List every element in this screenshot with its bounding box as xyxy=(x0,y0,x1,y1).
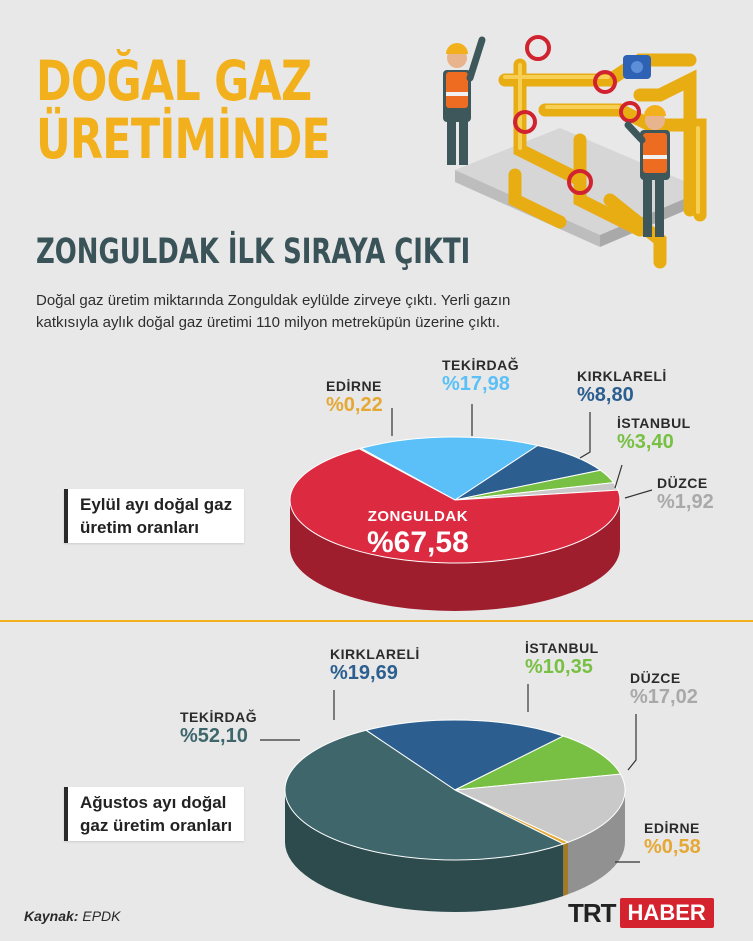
label-name: DÜZCE xyxy=(657,475,708,491)
pie-side-zonguldak xyxy=(290,500,620,611)
caption-line-1: Ağustos ayı doğal xyxy=(80,793,227,812)
label-zonguldak-sep: ZONGULDAK %67,58 xyxy=(367,508,469,561)
label-name: ZONGULDAK xyxy=(367,508,469,525)
caption-line-1: Eylül ayı doğal gaz xyxy=(80,495,233,514)
leader-line-istanbul-sep xyxy=(614,464,623,489)
label-kirklareli-aug: KIRKLARELİ %19,69 xyxy=(330,646,420,685)
trt-haber-logo: TRT HABER xyxy=(568,897,714,929)
worker-right xyxy=(624,105,670,237)
pie-side-walls xyxy=(290,500,620,611)
source-label: Kaynak: xyxy=(24,908,79,924)
label-value: %3,40 xyxy=(617,431,674,453)
pie-slice-tekirdag xyxy=(359,436,539,501)
pie-slice-kirklareli xyxy=(454,444,602,501)
august-pie-chart xyxy=(284,719,626,913)
label-name: İSTANBUL xyxy=(617,415,691,431)
pie-side-walls xyxy=(285,790,625,913)
label-value: %67,58 xyxy=(367,526,469,559)
label-value: %0,58 xyxy=(644,836,701,858)
leader-line-kirklareli-sep xyxy=(579,412,591,459)
label-name: DÜZCE xyxy=(630,670,681,686)
label-value: %19,69 xyxy=(330,662,398,684)
pie-slice-zonguldak xyxy=(289,448,621,564)
label-name: KIRKLARELİ xyxy=(577,368,667,384)
intro-line-1: Doğal gaz üretim miktarında Zonguldak ey… xyxy=(36,292,511,309)
source-note: Kaynak: EPDK xyxy=(24,908,120,924)
label-value: %17,02 xyxy=(630,686,698,708)
page-title: DOĞAL GAZ ÜRETİMİNDE xyxy=(36,49,331,171)
september-chart-caption: Eylül ayı doğal gaz üretim oranları xyxy=(64,489,245,543)
page-subtitle: ZONGULDAK İLK SIRAYA ÇIKTI xyxy=(36,232,471,272)
label-name: KIRKLARELİ xyxy=(330,646,420,662)
label-istanbul-sep: İSTANBUL %3,40 xyxy=(617,415,691,454)
label-duzce-sep: DÜZCE %1,92 xyxy=(657,475,714,514)
pie-slice-tekirdag xyxy=(284,729,565,861)
pie-side-tekirdag xyxy=(285,790,564,913)
label-name: İSTANBUL xyxy=(525,640,599,656)
label-edirne-sep: EDİRNE %0,22 xyxy=(326,378,383,417)
label-value: %0,22 xyxy=(326,394,383,416)
label-tekirdag-sep: TEKİRDAĞ %17,98 xyxy=(442,357,519,396)
september-pie-chart xyxy=(289,436,621,611)
label-name: EDİRNE xyxy=(326,378,382,394)
source-value: EPDK xyxy=(82,908,121,924)
label-value: %8,80 xyxy=(577,384,634,406)
logo-trt: TRT xyxy=(568,897,617,928)
title-line-2: ÜRETİMİNDE xyxy=(36,107,331,171)
caption-line-2: üretim oranları xyxy=(80,518,200,537)
pie-slice-kirklareli xyxy=(364,719,565,791)
label-istanbul-aug: İSTANBUL %10,35 xyxy=(525,640,599,679)
label-value: %1,92 xyxy=(657,491,714,513)
valve-wheels xyxy=(513,35,641,195)
logo-haber: HABER xyxy=(619,898,714,928)
label-kirklareli-sep: KIRKLARELİ %8,80 xyxy=(577,368,667,407)
label-name: TEKİRDAĞ xyxy=(442,357,520,373)
label-leader-lines xyxy=(260,404,653,863)
leader-line-duzce-sep xyxy=(624,489,653,499)
label-name: TEKİRDAĞ xyxy=(180,709,258,725)
label-name: EDİRNE xyxy=(644,820,700,836)
pie-slice-duzce xyxy=(453,773,626,843)
pipe-highlights xyxy=(503,63,700,214)
pie-side-duzce xyxy=(567,790,625,895)
label-edirne-aug: EDİRNE %0,58 xyxy=(644,820,701,859)
label-duzce-aug: DÜZCE %17,02 xyxy=(630,670,698,709)
caption-line-2: gaz üretim oranları xyxy=(80,816,233,835)
blue-valve xyxy=(623,55,651,79)
pie-side-edirne xyxy=(563,842,568,896)
label-tekirdag-aug: TEKİRDAĞ %52,10 xyxy=(180,709,257,748)
title-line-1: DOĞAL GAZ xyxy=(36,49,312,113)
label-value: %52,10 xyxy=(180,725,248,747)
pie-slice-istanbul xyxy=(454,735,622,791)
worker-left xyxy=(443,36,486,165)
leader-line-duzce-aug xyxy=(627,714,637,771)
august-chart-caption: Ağustos ayı doğal gaz üretim oranları xyxy=(64,787,245,841)
label-value: %17,98 xyxy=(442,373,510,395)
intro-line-2: katkısıyla aylık doğal gaz üretimi 110 m… xyxy=(36,314,501,331)
section-divider xyxy=(0,620,753,622)
label-value: %10,35 xyxy=(525,656,593,678)
intro-text: Doğal gaz üretim miktarında Zonguldak ey… xyxy=(36,290,616,334)
